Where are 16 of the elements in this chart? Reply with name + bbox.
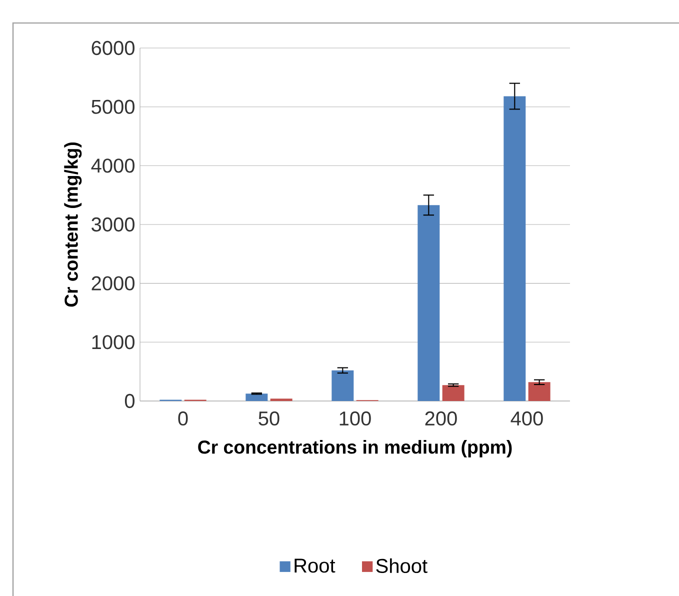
x-tick-label: 50 xyxy=(258,411,280,426)
x-tick-label: 400 xyxy=(510,411,543,426)
x-axis-title: Cr concentrations in medium (ppm) xyxy=(198,440,512,458)
x-tick-label: 200 xyxy=(425,411,457,426)
y-tick-label: 3000 xyxy=(92,217,134,232)
legend-label: Root xyxy=(294,558,336,573)
y-tick-label: 1000 xyxy=(92,335,134,350)
legend-label: Shoot xyxy=(376,558,428,574)
y-axis-title: Cr content (mg/kg) xyxy=(64,142,82,307)
x-tick-label: 0 xyxy=(178,411,188,426)
y-tick-label: 5000 xyxy=(92,100,134,114)
y-tick-label: 4000 xyxy=(91,158,134,173)
y-tick-label: 0 xyxy=(124,394,134,408)
x-tick-label: 100 xyxy=(340,411,371,426)
y-tick-label: 6000 xyxy=(92,40,134,56)
y-tick-label: 2000 xyxy=(92,276,134,290)
